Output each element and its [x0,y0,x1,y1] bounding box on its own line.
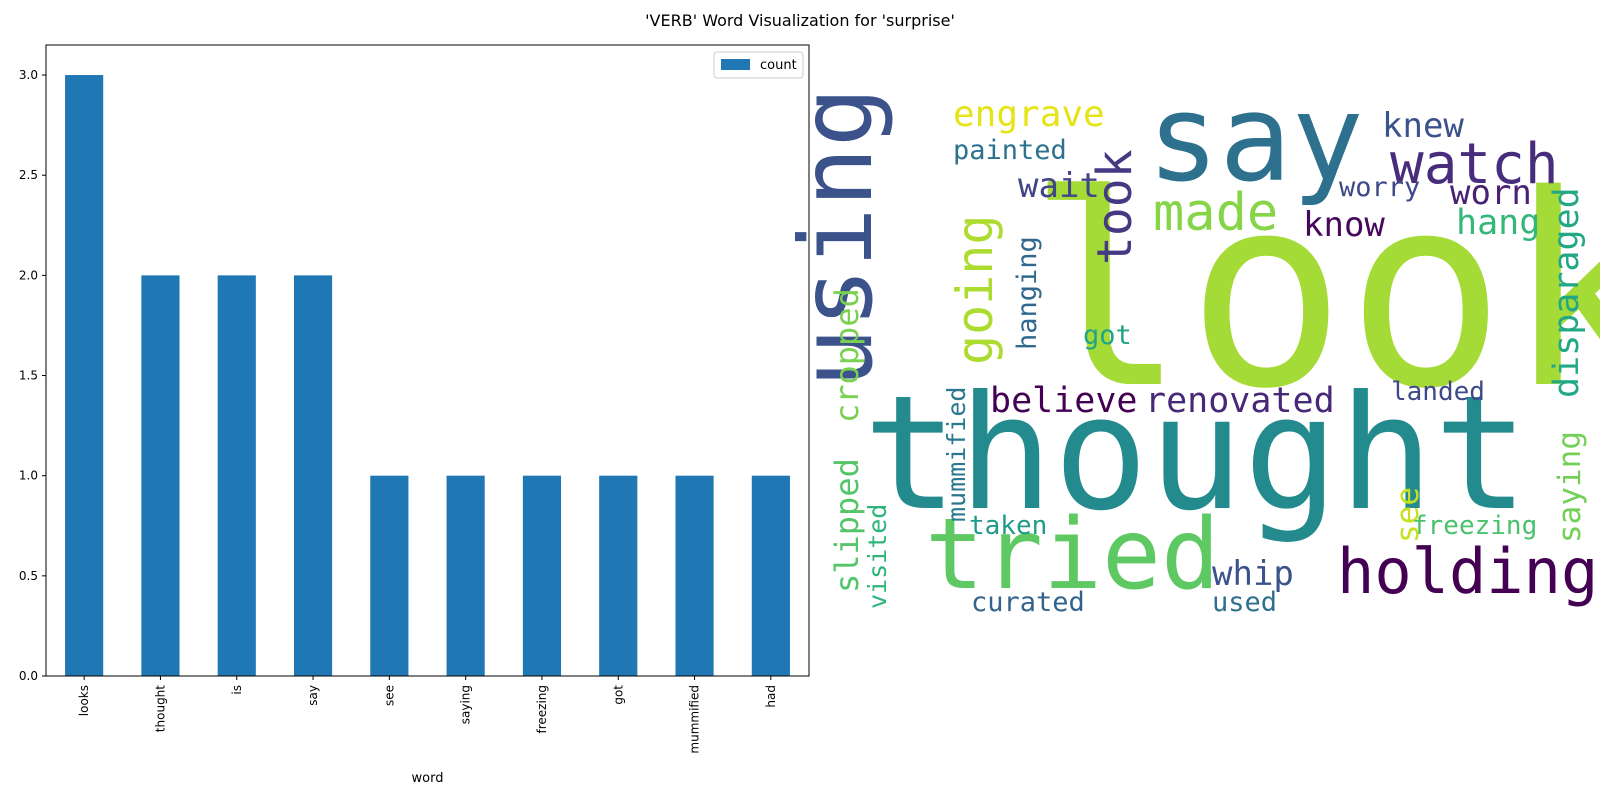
bar-say [293,275,333,676]
x-tick-label-thought: thought [153,685,167,732]
cloud-word-knew: knew [1382,106,1464,146]
x-axis-label: word [412,771,444,786]
cloud-word-curated: curated [971,587,1085,618]
bar-mummified [675,475,714,676]
bar-thought [141,275,180,676]
cloud-word-know: know [1303,205,1385,245]
x-tick-label-see: see [382,685,396,706]
cloud-word-worry: worry [1339,172,1420,203]
cloud-word-mummified: mummified [942,387,971,522]
cloud-word-whip: whip [1212,554,1294,594]
y-tick-label: 2.5 [19,168,38,182]
bar-chart: 0.0 0.5 1.0 1.5 2.0 2.5 3.0 looks thought is say se… [19,44,810,786]
bar-got [599,475,638,676]
x-tick-label-saying: saying [459,685,473,724]
x-tick-label-freezing: freezing [535,685,549,734]
cloud-word-say: say [1147,70,1364,209]
bar-had [751,475,790,676]
y-tick-label: 1.5 [19,369,38,383]
y-tick-label: 2.0 [19,268,38,282]
plot-frame [45,44,810,677]
x-tick-label-is: is [230,685,244,695]
cloud-word-disparaged: disparaged [1547,187,1587,398]
cloud-word-wait: wait [1018,166,1100,206]
cloud-word-landed: landed [1391,377,1485,407]
x-tick-label-got: got [611,685,625,705]
x-tick-label-mummified: mummified [688,685,702,754]
legend-label: count [760,58,797,73]
cloud-word-used: used [1212,587,1277,618]
figure-title: 'VERB' Word Visualization for 'surprise' [645,11,955,30]
bar-is [217,275,256,676]
cloud-word-freezing: freezing [1412,511,1537,541]
legend: count [713,51,804,79]
cloud-word-painted: painted [953,135,1067,166]
cloud-word-engrave: engrave [953,94,1105,135]
cloud-word-worn: worn [1450,173,1532,213]
cloud-word-see: see [1390,487,1426,543]
y-tick-label: 0.5 [19,569,38,583]
bar-looks [65,75,104,677]
cloud-word-holding: holding [1337,535,1598,608]
cloud-word-believe: believe [990,381,1138,421]
legend-box [713,51,804,79]
cloud-word-taken: taken [969,511,1047,541]
cloud-word-using: using [778,87,895,388]
cloud-word-going: going [946,214,1004,365]
cloud-word-renovated: renovated [1145,381,1335,421]
cloud-word-visited: visited [863,504,892,609]
y-tick-label: 0.0 [19,669,38,683]
cloud-word-hanging: hanging [1012,236,1043,350]
x-tick-label-looks: looks [77,685,91,716]
cloud-word-slipped: slipped [828,458,866,593]
cloud-word-thought: thought [863,362,1529,546]
legend-swatch [721,59,750,70]
x-tick-label-say: say [306,685,320,706]
cloud-word-cropped: cropped [828,288,866,423]
cloud-word-took: took [1087,149,1143,265]
x-tick-label-had: had [764,685,778,708]
cloud-word-got: got [1083,320,1132,351]
bar-saying [446,475,485,676]
y-tick-label: 1.0 [19,469,38,483]
cloud-word-saying: saying [1552,431,1588,543]
cloud-word-made: made [1153,183,1278,243]
bar-freezing [522,475,562,676]
cloud-word-hang: hang [1456,203,1540,243]
cloud-word-look: look [1027,139,1600,447]
cloud-word-tried: tried [925,498,1220,612]
y-tick-label: 3.0 [19,68,38,82]
cloud-word-watch: watch [1390,132,1559,197]
bar-see [370,475,409,676]
